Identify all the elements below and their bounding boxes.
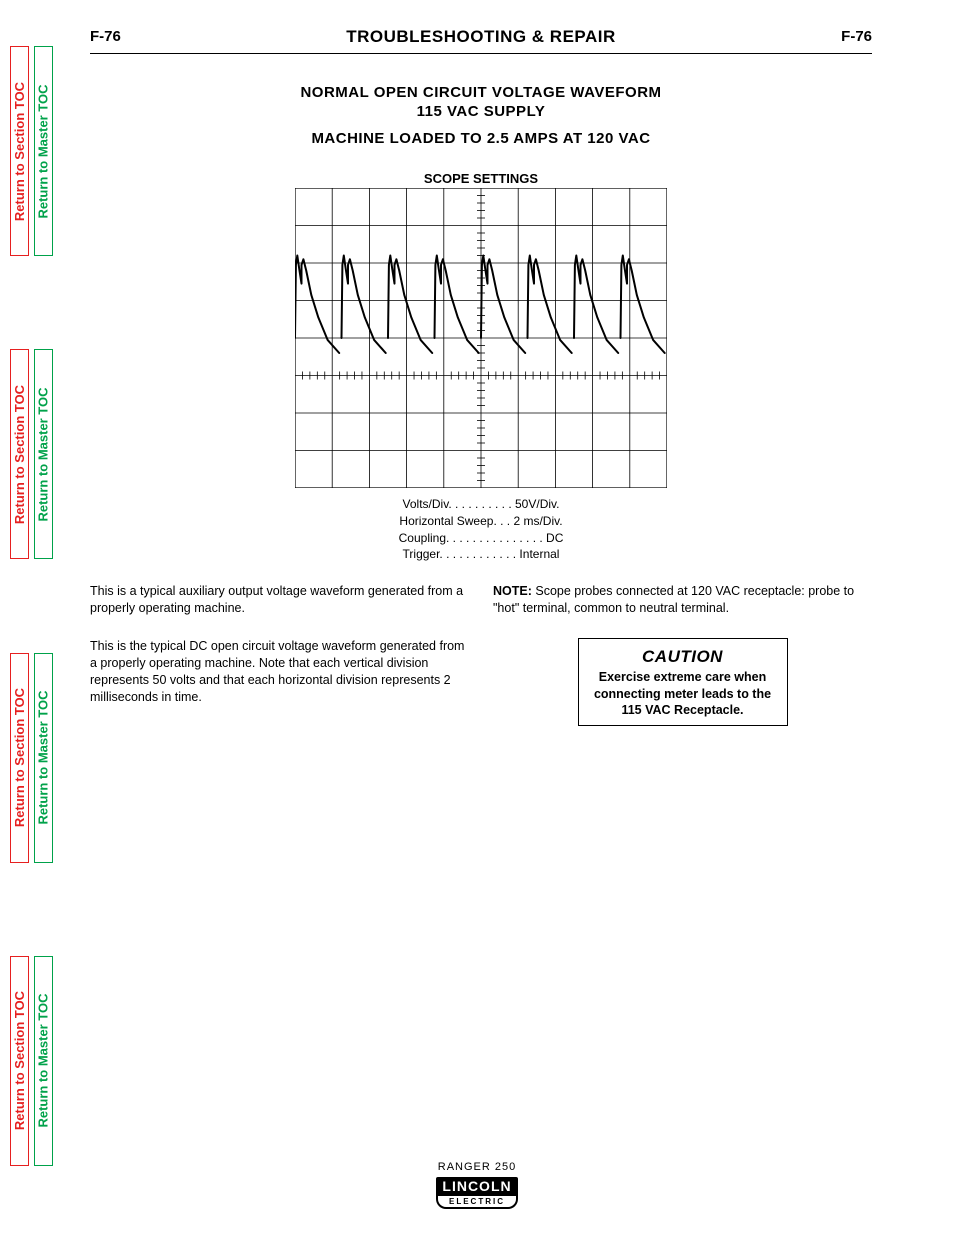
tab-label: Return to Section TOC xyxy=(12,385,27,524)
master-toc-column: Return to Master TOC Return to Master TO… xyxy=(34,46,58,1166)
figure-heading-2: 115 VAC SUPPLY xyxy=(90,103,872,120)
logo-top: LINCOLN xyxy=(436,1177,517,1196)
caution-body: Exercise extreme care when connecting me… xyxy=(589,669,777,720)
scope-readout: Volts/Div. . . . . . . . . . 50V/Div. Ho… xyxy=(90,496,872,563)
return-to-master-toc-link[interactable]: Return to Master TOC xyxy=(34,349,53,559)
section-toc-column: Return to Section TOC Return to Section … xyxy=(10,46,34,1166)
cc-row: This is the typical DC open circuit volt… xyxy=(90,638,872,727)
body-note: NOTE: Scope probes connected at 120 VAC … xyxy=(493,583,872,618)
oscilloscope-figure xyxy=(295,188,667,488)
readout-volts-div: Volts/Div. . . . . . . . . . 50V/Div. xyxy=(90,496,872,513)
return-to-section-toc-link[interactable]: Return to Section TOC xyxy=(10,349,29,559)
return-to-master-toc-link[interactable]: Return to Master TOC xyxy=(34,653,53,863)
main-content: NORMAL OPEN CIRCUIT VOLTAGE WAVEFORM 115… xyxy=(90,70,872,726)
page-header: F-76 TROUBLESHOOTING & REPAIR F-76 xyxy=(90,28,872,54)
body-columns: This is a typical auxiliary output volta… xyxy=(90,583,872,618)
page-number-right: F-76 xyxy=(841,28,872,45)
note-label: NOTE: xyxy=(493,584,532,598)
caution-heading: CAUTION xyxy=(589,647,777,667)
page-number-left: F-76 xyxy=(90,28,121,45)
caution-wrap: CAUTION Exercise extreme care when conne… xyxy=(493,638,872,727)
brand-logo: LINCOLN ELECTRIC xyxy=(436,1177,517,1209)
return-to-master-toc-link[interactable]: Return to Master TOC xyxy=(34,46,53,256)
tab-label: Return to Master TOC xyxy=(36,387,51,521)
return-to-master-toc-link[interactable]: Return to Master TOC xyxy=(34,956,53,1166)
tab-label: Return to Section TOC xyxy=(12,991,27,1130)
figure-heading-1: NORMAL OPEN CIRCUIT VOLTAGE WAVEFORM xyxy=(90,84,872,101)
body-para-1: This is a typical auxiliary output volta… xyxy=(90,583,469,618)
return-to-section-toc-link[interactable]: Return to Section TOC xyxy=(10,46,29,256)
readout-coupling: Coupling. . . . . . . . . . . . . . . DC xyxy=(90,530,872,547)
body-col-right: NOTE: Scope probes connected at 120 VAC … xyxy=(493,583,872,618)
readout-horiz-sweep: Horizontal Sweep. . . 2 ms/Div. xyxy=(90,513,872,530)
tab-label: Return to Section TOC xyxy=(12,688,27,827)
return-to-section-toc-link[interactable]: Return to Section TOC xyxy=(10,653,29,863)
tab-label: Return to Master TOC xyxy=(36,994,51,1128)
footer-model: RANGER 250 xyxy=(0,1161,954,1173)
figure-subheading: MACHINE LOADED TO 2.5 AMPS AT 120 VAC xyxy=(90,130,872,147)
note-text: Scope probes connected at 120 VAC recept… xyxy=(493,584,854,615)
page-footer: RANGER 250 LINCOLN ELECTRIC xyxy=(0,1161,954,1209)
readout-trigger: Trigger. . . . . . . . . . . . Internal xyxy=(90,546,872,563)
side-tabs: Return to Section TOC Return to Section … xyxy=(10,46,58,1166)
cc-para: This is the typical DC open circuit volt… xyxy=(90,638,469,727)
logo-bottom: ELECTRIC xyxy=(436,1196,517,1209)
tab-label: Return to Master TOC xyxy=(36,84,51,218)
page-title: TROUBLESHOOTING & REPAIR xyxy=(346,27,616,47)
return-to-section-toc-link[interactable]: Return to Section TOC xyxy=(10,956,29,1166)
body-col-left: This is a typical auxiliary output volta… xyxy=(90,583,469,618)
scope-settings-heading: SCOPE SETTINGS xyxy=(90,171,872,186)
tab-label: Return to Master TOC xyxy=(36,691,51,825)
tab-label: Return to Section TOC xyxy=(12,81,27,220)
caution-box: CAUTION Exercise extreme care when conne… xyxy=(578,638,788,727)
oscilloscope-svg xyxy=(295,188,667,488)
